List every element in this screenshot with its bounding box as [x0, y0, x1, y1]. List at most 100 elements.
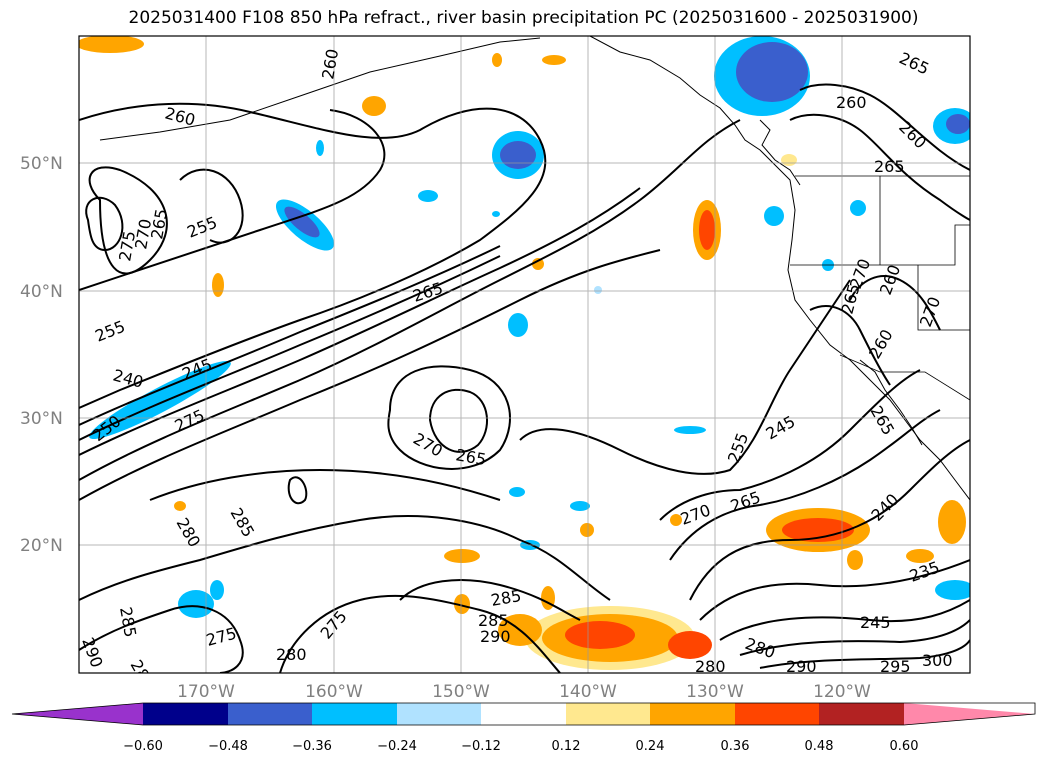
contour-line	[428, 388, 489, 453]
colorbar-tick: 0.60	[890, 739, 919, 754]
lon-label: 140°W	[559, 682, 617, 702]
lon-label: 120°W	[813, 682, 871, 702]
longitude-labels: 170°W 160°W 150°W 140°W 130°W 120°W	[177, 682, 871, 702]
colorbar-segment	[819, 703, 904, 725]
precip-area	[362, 96, 386, 116]
contour-line	[519, 279, 851, 475]
colorbar-tick: −0.24	[377, 739, 417, 754]
contour-label: 285	[478, 611, 509, 630]
map-background	[79, 36, 970, 673]
precip-area	[764, 206, 784, 226]
refractivity-contours	[79, 83, 970, 673]
precip-area	[580, 523, 594, 537]
north-america-coastline	[589, 36, 970, 501]
state-border	[917, 265, 970, 331]
baja-coastline	[859, 359, 923, 446]
contour-line	[79, 605, 244, 673]
precip-area	[906, 549, 934, 563]
bc-island-coast	[759, 119, 801, 186]
colorbar-segment	[397, 703, 481, 725]
precip-area	[492, 53, 502, 67]
precip-area	[210, 580, 224, 600]
lat-label: 40°N	[20, 282, 63, 302]
chart-title: 2025031400 F108 850 hPa refract., river …	[128, 8, 919, 28]
precip-area	[532, 258, 544, 270]
colorbar-segment	[228, 703, 312, 725]
contour-line	[79, 187, 641, 456]
colorbar-segment	[566, 703, 650, 725]
contour-label: 295	[880, 657, 911, 676]
colorbar-tick: −0.60	[123, 739, 163, 754]
colorbar-segment	[143, 703, 228, 725]
precip-area	[500, 141, 536, 169]
precip-area	[935, 580, 970, 600]
us-mexico-border	[839, 354, 970, 401]
latitude-labels: 50°N 40°N 30°N 20°N	[20, 154, 63, 556]
colorbar-ticks: −0.60 −0.48 −0.36 −0.24 −0.12 0.12 0.24 …	[123, 739, 918, 754]
contour-line	[85, 196, 124, 252]
colorbar-segment	[650, 703, 735, 725]
contour-line	[79, 255, 501, 441]
gridlines	[79, 36, 970, 673]
precip-area	[570, 501, 590, 511]
colorbar-segment	[481, 703, 566, 725]
contour-line	[809, 305, 891, 386]
precip-area	[847, 550, 863, 570]
precip-area	[418, 190, 438, 202]
contour-line	[739, 619, 970, 656]
negative-precip-areas	[89, 36, 970, 618]
lon-label: 160°W	[305, 682, 363, 702]
contour-label: 290	[786, 657, 817, 676]
precip-area	[781, 154, 797, 166]
precip-area	[212, 273, 224, 297]
precip-area	[444, 549, 480, 563]
precip-area	[782, 518, 854, 542]
contour-line	[179, 168, 244, 244]
map-frame	[78, 35, 971, 674]
precip-area	[850, 200, 866, 216]
precip-area	[79, 36, 144, 53]
contour-label: 265	[874, 157, 905, 176]
precip-area	[508, 313, 528, 337]
precip-area	[316, 140, 324, 156]
lon-label: 170°W	[177, 682, 235, 702]
lat-label: 50°N	[20, 154, 63, 174]
precip-area	[174, 501, 186, 511]
contour-line	[287, 476, 308, 505]
precip-area	[178, 590, 214, 618]
precip-area	[938, 500, 966, 544]
contour-line	[79, 515, 611, 601]
contour-label: 260	[836, 93, 867, 112]
precip-area	[542, 55, 566, 65]
contour-line	[88, 166, 168, 275]
contour-line	[79, 109, 386, 291]
contour-label: 300	[922, 651, 953, 670]
contour-line	[719, 599, 970, 641]
contour-label: 280	[276, 645, 307, 664]
contour-line	[387, 365, 511, 470]
lat-label: 20°N	[20, 536, 63, 556]
colorbar-tick: 0.36	[721, 739, 750, 754]
contour-line	[79, 249, 661, 501]
positive-precip-areas	[79, 36, 966, 670]
precip-area	[674, 426, 706, 434]
colorbar-extend-low	[12, 703, 143, 725]
contour-line	[79, 102, 547, 409]
colorbar: −0.60 −0.48 −0.36 −0.24 −0.12 0.12 0.24 …	[11, 702, 1036, 754]
precip-area	[454, 594, 470, 614]
contour-label: 280	[695, 657, 726, 676]
precip-area	[946, 114, 970, 134]
contour-line	[399, 579, 581, 621]
colorbar-segment	[312, 703, 397, 725]
state-border	[790, 224, 970, 266]
contour-label: 290	[480, 627, 511, 646]
lon-label: 150°W	[432, 682, 490, 702]
contour-line	[789, 113, 970, 221]
precip-area	[668, 631, 712, 659]
coastlines	[99, 36, 970, 501]
contour-line	[149, 468, 501, 501]
aleutian-islands	[99, 37, 541, 141]
colorbar-tick: 0.24	[636, 739, 665, 754]
lon-label: 130°W	[686, 682, 744, 702]
